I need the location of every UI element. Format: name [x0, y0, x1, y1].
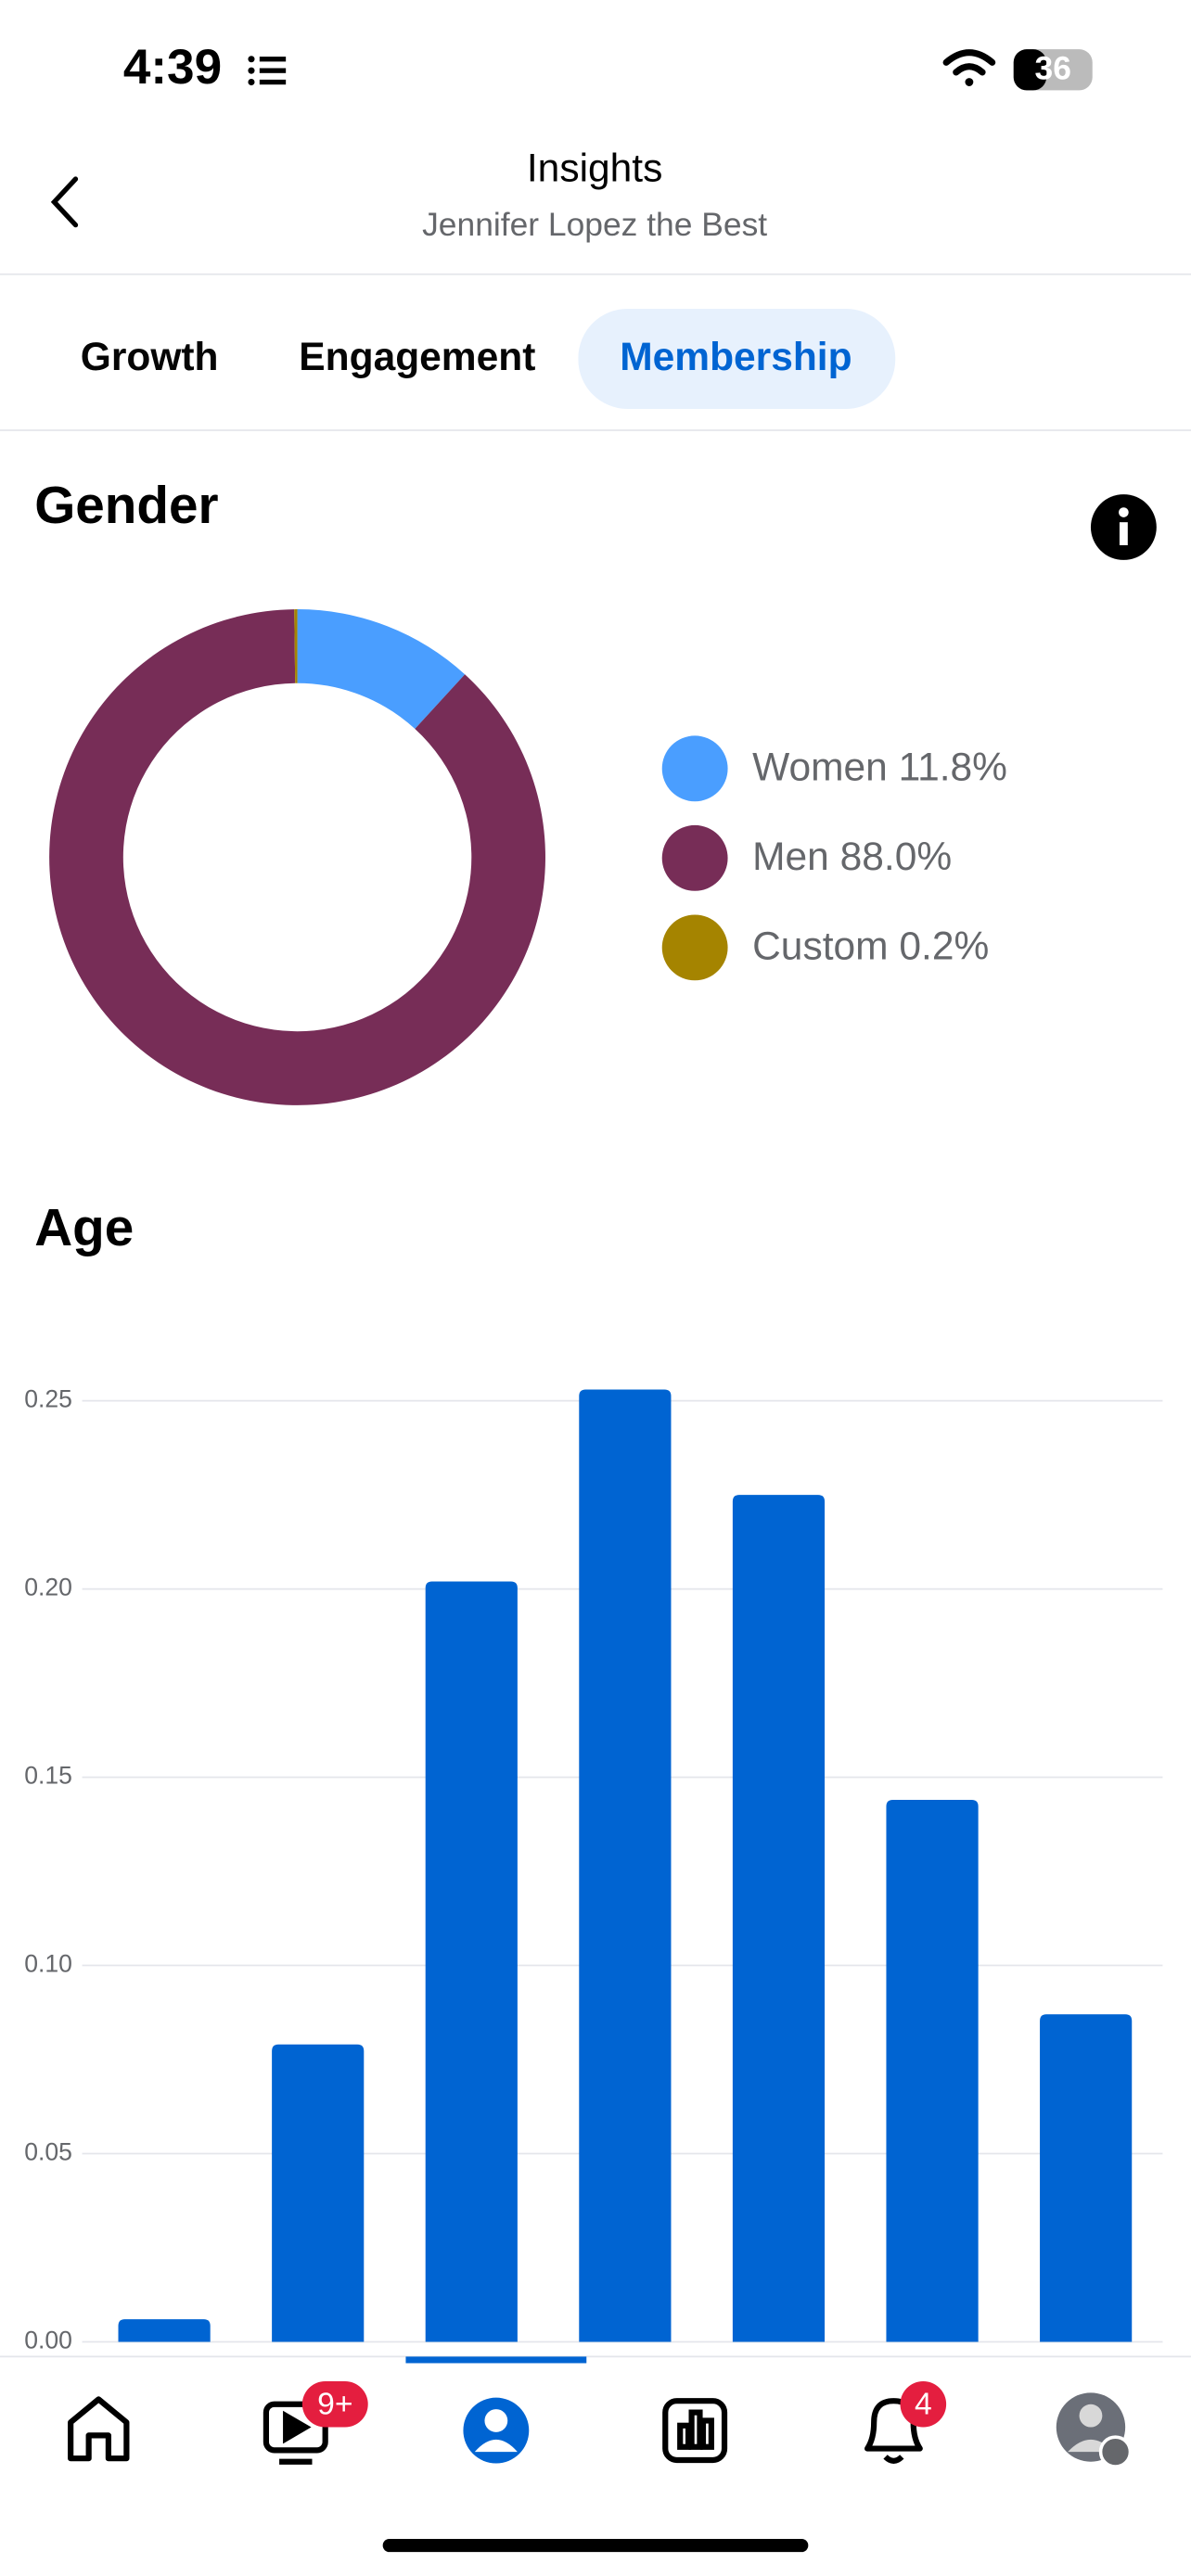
donut-slice [294, 609, 298, 683]
info-button[interactable] [1090, 494, 1157, 560]
legend-label: Men 88.0% [752, 835, 952, 879]
tab[interactable]: Engagement [299, 336, 535, 379]
badge-text: 9+ [317, 2387, 352, 2421]
tab-active[interactable]: Membership [620, 336, 852, 379]
badge [301, 2380, 368, 2428]
y-tick-label: 0.20 [24, 1574, 72, 1601]
section-title: Gender [34, 477, 218, 535]
y-tick-label: 0.05 [24, 2138, 72, 2166]
bar [272, 2044, 365, 2342]
y-tick-label: 0.00 [24, 2326, 72, 2353]
back-button[interactable] [50, 176, 79, 228]
legend-swatch [661, 914, 728, 981]
battery-level [1013, 49, 1047, 91]
battery-text: 36 [1035, 50, 1071, 87]
legend-name: Men [752, 835, 829, 879]
header-title: Insights [527, 147, 662, 190]
badge [900, 2380, 947, 2428]
legend-value: 0.2% [899, 925, 989, 969]
nav-profile[interactable] [1056, 2392, 1133, 2468]
y-tick-label: 0.10 [24, 1950, 72, 1978]
wifi-icon [942, 49, 996, 86]
legend-label: Custom 0.2% [752, 925, 989, 969]
nav-notifications[interactable] [864, 2398, 923, 2464]
bar [425, 1581, 518, 2342]
legend-name: Women [752, 746, 888, 790]
y-tick-label: 0.25 [24, 1385, 72, 1413]
bar [579, 1389, 672, 2342]
y-tick-label: 0.15 [24, 1762, 72, 1790]
legend-swatch [661, 735, 728, 802]
donut-slice [49, 609, 545, 1105]
header-subtitle: Jennifer Lopez the Best [422, 206, 767, 243]
home-indicator [382, 2538, 809, 2553]
nav-insights[interactable] [662, 2398, 728, 2464]
status-time: 4:39 [123, 40, 222, 95]
nav-indicator [405, 2356, 587, 2364]
legend-label: Women 11.8% [752, 746, 1007, 790]
list-icon [248, 56, 287, 86]
section-title: Age [34, 1199, 134, 1257]
tab[interactable]: Growth [81, 336, 219, 379]
nav-groups[interactable] [463, 2397, 530, 2464]
bar [886, 1799, 979, 2342]
badge-text: 4 [915, 2387, 932, 2421]
bar [118, 2319, 211, 2342]
nav-video[interactable] [263, 2401, 328, 2465]
nav-home[interactable] [68, 2396, 130, 2462]
legend-value: 88.0% [840, 835, 953, 879]
active-tab-bg [578, 308, 896, 409]
bar [732, 1495, 826, 2342]
bar [1040, 2014, 1133, 2342]
legend-swatch [661, 824, 728, 891]
legend-name: Custom [752, 925, 888, 969]
legend-value: 11.8% [899, 746, 1007, 790]
donut-slice [297, 609, 466, 730]
